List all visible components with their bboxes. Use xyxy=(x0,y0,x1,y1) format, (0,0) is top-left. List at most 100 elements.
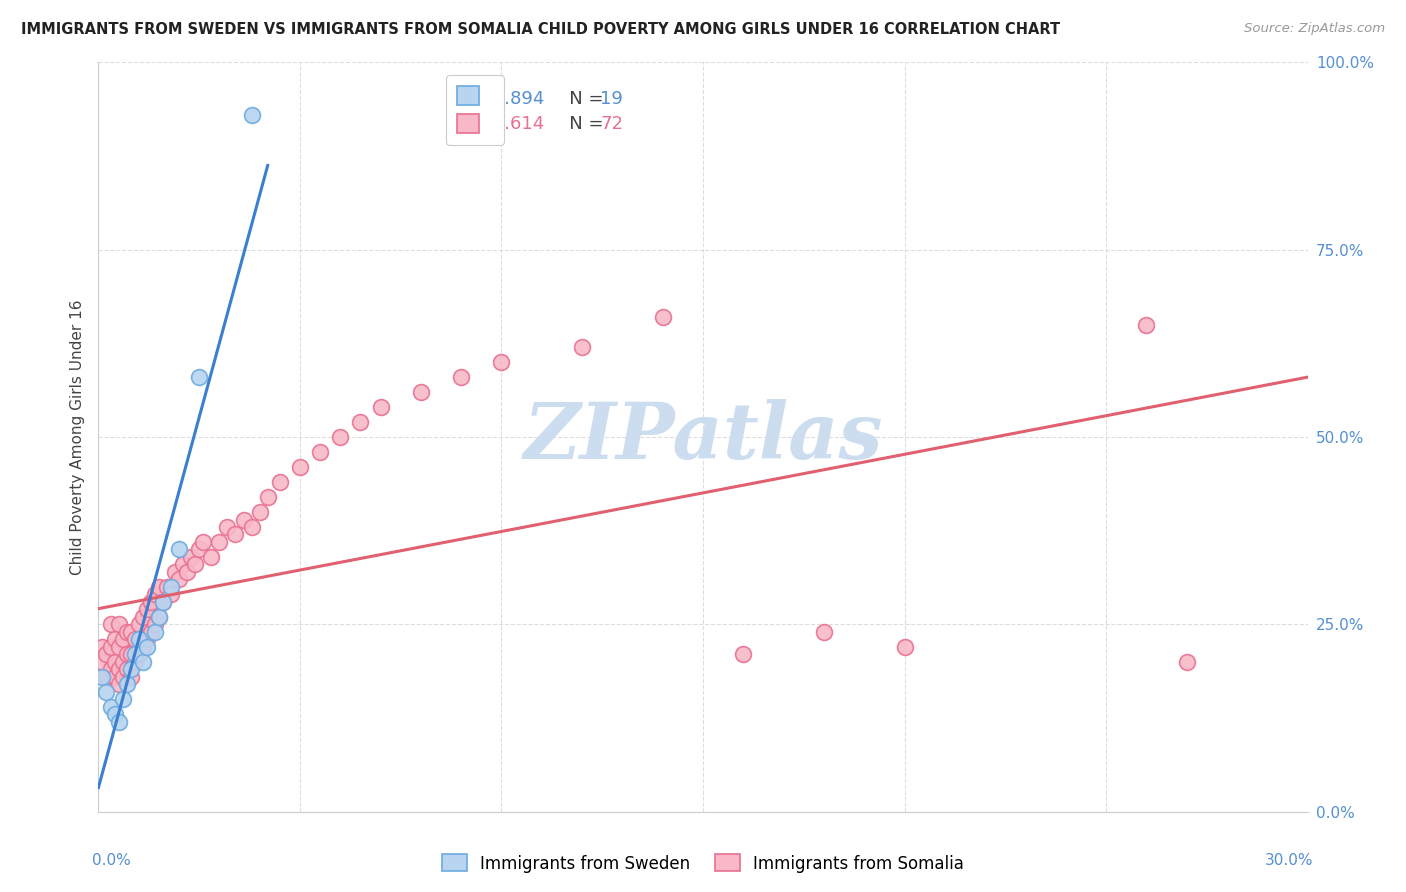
Point xyxy=(224,527,246,541)
Text: ZIPatlas: ZIPatlas xyxy=(523,399,883,475)
Point xyxy=(135,640,157,654)
Point xyxy=(172,558,194,572)
Point xyxy=(143,587,166,601)
Point xyxy=(651,310,673,325)
Point xyxy=(111,670,134,684)
Text: N =: N = xyxy=(551,115,609,133)
Point xyxy=(139,624,162,639)
Point xyxy=(120,648,142,662)
Point xyxy=(167,542,190,557)
Point xyxy=(571,340,593,354)
Text: IMMIGRANTS FROM SWEDEN VS IMMIGRANTS FROM SOMALIA CHILD POVERTY AMONG GIRLS UNDE: IMMIGRANTS FROM SWEDEN VS IMMIGRANTS FRO… xyxy=(21,22,1060,37)
Point xyxy=(100,662,122,676)
Point xyxy=(176,565,198,579)
Legend: Immigrants from Sweden, Immigrants from Somalia: Immigrants from Sweden, Immigrants from … xyxy=(434,847,972,880)
Point xyxy=(96,670,118,684)
Point xyxy=(269,475,291,489)
Point xyxy=(188,370,211,384)
Point xyxy=(100,699,122,714)
Point xyxy=(733,648,755,662)
Point xyxy=(240,108,263,122)
Point xyxy=(188,542,211,557)
Point xyxy=(152,595,174,609)
Text: N =: N = xyxy=(551,90,609,108)
Point xyxy=(349,415,371,429)
Point xyxy=(184,558,207,572)
Point xyxy=(128,648,150,662)
Point xyxy=(409,385,432,400)
Text: 30.0%: 30.0% xyxy=(1265,853,1313,868)
Text: 0.614: 0.614 xyxy=(494,115,546,133)
Legend: , : , xyxy=(446,75,503,145)
Point xyxy=(100,617,122,632)
Point xyxy=(370,400,392,414)
Point xyxy=(115,662,138,676)
Point xyxy=(91,655,114,669)
Point xyxy=(120,670,142,684)
Point xyxy=(132,655,155,669)
Text: R =: R = xyxy=(456,90,494,108)
Point xyxy=(124,648,146,662)
Point xyxy=(200,549,222,564)
Point xyxy=(148,610,170,624)
Point xyxy=(111,655,134,669)
Point xyxy=(96,685,118,699)
Point xyxy=(160,580,183,594)
Point xyxy=(115,677,138,691)
Point xyxy=(249,505,271,519)
Point xyxy=(124,632,146,647)
Text: Source: ZipAtlas.com: Source: ZipAtlas.com xyxy=(1244,22,1385,36)
Point xyxy=(128,632,150,647)
Point xyxy=(128,617,150,632)
Point xyxy=(132,640,155,654)
Point xyxy=(180,549,202,564)
Point xyxy=(96,648,118,662)
Point xyxy=(139,595,162,609)
Point xyxy=(1175,655,1198,669)
Point xyxy=(124,655,146,669)
Point xyxy=(163,565,186,579)
Point xyxy=(120,662,142,676)
Point xyxy=(893,640,915,654)
Point xyxy=(156,580,179,594)
Point xyxy=(329,430,352,444)
Point xyxy=(103,670,125,684)
Point xyxy=(1135,318,1157,332)
Point xyxy=(135,632,157,647)
Point xyxy=(309,445,332,459)
Point xyxy=(107,617,129,632)
Point xyxy=(152,595,174,609)
Point xyxy=(148,580,170,594)
Text: 0.894: 0.894 xyxy=(494,90,546,108)
Point xyxy=(160,587,183,601)
Point xyxy=(107,714,129,729)
Point xyxy=(450,370,472,384)
Text: R =: R = xyxy=(456,115,494,133)
Y-axis label: Child Poverty Among Girls Under 16: Child Poverty Among Girls Under 16 xyxy=(69,300,84,574)
Text: 72: 72 xyxy=(600,115,623,133)
Point xyxy=(103,707,125,722)
Point xyxy=(208,535,231,549)
Point xyxy=(103,632,125,647)
Point xyxy=(111,632,134,647)
Point xyxy=(91,670,114,684)
Point xyxy=(107,677,129,691)
Point xyxy=(813,624,835,639)
Point xyxy=(148,610,170,624)
Text: 0.0%: 0.0% xyxy=(93,853,131,868)
Text: 19: 19 xyxy=(600,90,623,108)
Point xyxy=(115,648,138,662)
Point xyxy=(143,617,166,632)
Point xyxy=(491,355,513,369)
Point xyxy=(91,640,114,654)
Point xyxy=(107,662,129,676)
Point xyxy=(232,512,254,526)
Point xyxy=(217,520,239,534)
Point xyxy=(256,490,278,504)
Point xyxy=(100,640,122,654)
Point xyxy=(120,624,142,639)
Point xyxy=(167,573,190,587)
Point xyxy=(111,692,134,706)
Point xyxy=(132,610,155,624)
Point xyxy=(193,535,215,549)
